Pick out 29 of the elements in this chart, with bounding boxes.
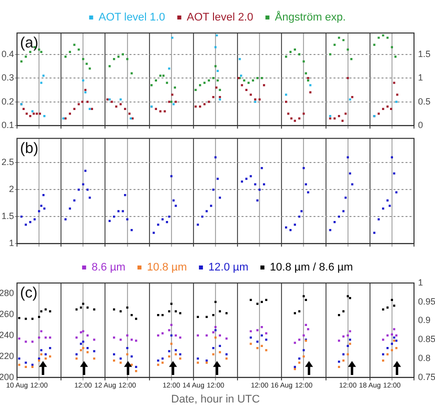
y2-tick-label: 1.5 xyxy=(418,48,431,59)
y-tick-label: 2.5 xyxy=(1,157,14,168)
chart-title: (a) xyxy=(20,34,38,52)
y2-tick-label: 0.95 xyxy=(418,296,435,306)
y2-tick-label: 0 xyxy=(418,120,424,130)
y2-tick-label: 1 xyxy=(418,72,424,83)
y2-tick-label: 0.85 xyxy=(418,334,435,344)
legend-label: 10.8 µm / 8.6 µm xyxy=(270,262,353,274)
chart-title: (b) xyxy=(20,140,38,158)
y2-tick-label: 0.75 xyxy=(418,372,435,382)
y2-tick-label: 0.5 xyxy=(418,96,431,106)
chart-title: (c) xyxy=(20,284,38,302)
legend-label: 12.0 µm xyxy=(208,262,248,274)
y-tick-label: 0.3 xyxy=(1,72,14,83)
y-tick-label: 0.1 xyxy=(1,120,14,130)
legend-label: Ångström exp. xyxy=(274,10,346,24)
legend-label: AOT level 2.0 xyxy=(186,12,254,24)
y-tick-label: 1 xyxy=(8,238,14,248)
y2-tick-label: 1 xyxy=(418,277,424,288)
y-tick-label: 2 xyxy=(8,184,14,194)
y-tick-label: 1.5 xyxy=(1,211,14,222)
x-axis-title: Date, hour in UTC xyxy=(171,393,260,406)
legend-label: AOT level 1.0 xyxy=(98,12,166,24)
y2-tick-label: 0.9 xyxy=(418,315,431,326)
y-tick-label: 0.4 xyxy=(1,48,14,59)
y2-tick-label: 0.8 xyxy=(418,353,431,364)
legend-label: 8.6 µm xyxy=(92,262,126,274)
legend-label: 10.8 µm xyxy=(146,262,187,274)
y-tick-label: 0.2 xyxy=(1,96,14,106)
